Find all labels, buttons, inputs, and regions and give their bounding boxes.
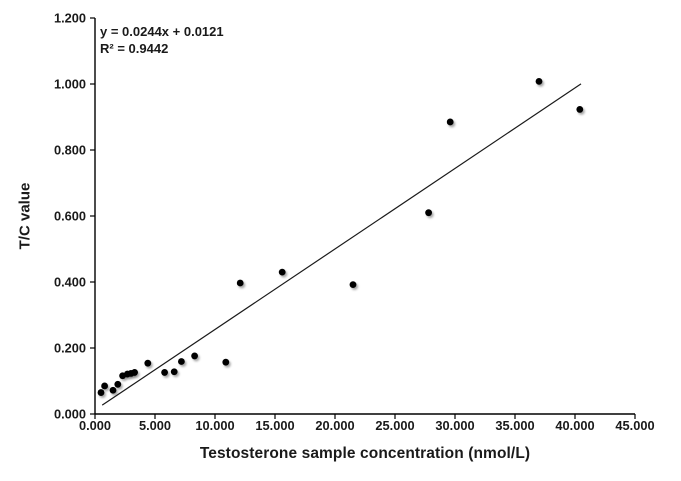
data-point <box>97 389 105 396</box>
data-point <box>131 369 139 376</box>
axes-layer: 0.000 0.200 0.400 0.600 0.800 1.000 1.200 0.000… <box>54 11 655 434</box>
y-tick-label: 1.000 <box>54 77 86 92</box>
x-tick-label: 40.000 <box>555 418 594 433</box>
data-point <box>101 382 108 390</box>
data-point <box>278 268 286 276</box>
y-tick-label: 0.600 <box>54 209 86 224</box>
x-tick-label: 10.000 <box>195 418 234 433</box>
x-tick-label: 45.000 <box>615 418 654 433</box>
data-point <box>425 209 432 217</box>
data-point <box>535 77 543 85</box>
data-point <box>178 358 185 365</box>
data-point <box>222 358 230 366</box>
data-point <box>236 279 244 287</box>
data-point <box>114 380 122 388</box>
y-tick-label: 0.400 <box>54 275 86 290</box>
equation-text: y = 0.0244x + 0.0121 <box>100 24 224 39</box>
x-tick-label: 20.000 <box>315 418 354 433</box>
y-tick-label: 0.000 <box>54 407 86 422</box>
y-tick-label: 0.200 <box>54 341 86 356</box>
data-point <box>161 369 169 376</box>
y-axis-title: T/C value <box>16 182 34 250</box>
x-tick-label: 30.000 <box>435 418 474 433</box>
data-point <box>109 386 117 394</box>
x-axis-title: Testosterone sample concentration (nmol/… <box>199 445 531 462</box>
x-tick-label: 25.000 <box>375 418 414 433</box>
trendline-equation: y = 0.0244x + 0.0121 R² = 0.9442 <box>100 23 224 57</box>
data-point <box>446 118 454 126</box>
data-points-layer <box>97 77 584 396</box>
x-tick-label: 5.000 <box>139 418 171 433</box>
data-point <box>576 106 584 113</box>
r-squared-text: R² = 0.9442 <box>100 41 169 56</box>
y-tick-label: 1.200 <box>54 11 86 26</box>
x-tick-label: 0.000 <box>79 418 111 433</box>
y-tick-label: 0.800 <box>54 143 86 158</box>
data-point <box>191 352 199 360</box>
trendline <box>101 83 582 406</box>
trendline-layer <box>101 83 582 406</box>
x-tick-label: 35.000 <box>495 418 534 433</box>
data-point <box>144 359 152 367</box>
data-point <box>170 368 178 376</box>
x-tick-label: 15.000 <box>255 418 294 433</box>
data-point <box>349 281 357 289</box>
